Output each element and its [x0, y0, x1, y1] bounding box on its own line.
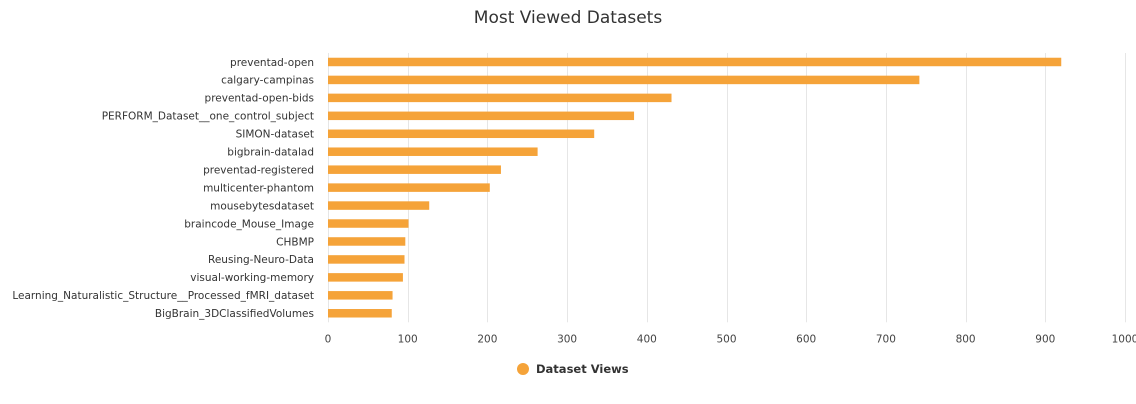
category-label-CHBMP: CHBMP — [276, 236, 314, 248]
category-label-braincode_Mouse_Image: braincode_Mouse_Image — [184, 218, 314, 230]
category-label-preventad-registered: preventad-registered — [203, 164, 314, 176]
chart-title: Most Viewed Datasets — [474, 8, 663, 28]
bar-calgary-campinas[interactable] — [328, 75, 920, 85]
category-label-calgary-campinas: calgary-campinas — [221, 75, 314, 87]
category-label-Learning_Naturalistic_Structure__Processed_fMRI_dataset: Learning_Naturalistic_Structure__Process… — [12, 290, 314, 302]
bar-SIMON-dataset[interactable] — [328, 129, 595, 139]
bar-BigBrain_3DClassifiedVolumes[interactable] — [328, 309, 392, 318]
x-tick-label-900: 900 — [1035, 333, 1055, 345]
category-label-bigbrain-datalad: bigbrain-datalad — [227, 147, 314, 159]
category-labels: preventad-open calgary-campinas preventad-… — [12, 57, 314, 320]
bar-preventad-open-bids[interactable] — [328, 93, 672, 103]
bar-preventad-registered[interactable] — [328, 165, 501, 174]
bar-Reusing-Neuro-Data[interactable] — [328, 255, 405, 264]
bar-braincode_Mouse_Image[interactable] — [328, 219, 409, 228]
bar-Learning_Naturalistic_Structure__Processed_fMRI_dataset[interactable] — [328, 291, 393, 300]
bar-mousebytesdataset[interactable] — [328, 201, 430, 210]
bar-PERFORM_Dataset__one_control_subject[interactable] — [328, 111, 635, 121]
legend[interactable]: Dataset Views — [517, 362, 629, 376]
x-tick-label-200: 200 — [477, 333, 497, 345]
bar-preventad-open[interactable] — [328, 57, 1062, 67]
x-tick-label-300: 300 — [557, 333, 577, 345]
category-label-multicenter-phantom: multicenter-phantom — [203, 182, 314, 194]
x-tick-label-500: 500 — [716, 333, 736, 345]
bar-bigbrain-datalad[interactable] — [328, 147, 538, 156]
bar-CHBMP[interactable] — [328, 237, 406, 246]
bar-visual-working-memory[interactable] — [328, 273, 403, 282]
legend-marker[interactable] — [517, 363, 529, 375]
category-label-visual-working-memory: visual-working-memory — [190, 272, 314, 284]
category-label-mousebytesdataset: mousebytesdataset — [210, 200, 314, 212]
bar-multicenter-phantom[interactable] — [328, 183, 490, 192]
x-tick-label-600: 600 — [796, 333, 816, 345]
category-label-preventad-open: preventad-open — [230, 57, 314, 69]
x-tick-label-800: 800 — [956, 333, 976, 345]
category-label-SIMON-dataset: SIMON-dataset — [236, 129, 314, 141]
x-tick-label-400: 400 — [637, 333, 657, 345]
legend-label-dataset-views[interactable]: Dataset Views — [536, 362, 629, 376]
x-tick-label-100: 100 — [398, 333, 418, 345]
category-label-PERFORM_Dataset__one_control_subject: PERFORM_Dataset__one_control_subject — [102, 111, 314, 123]
bars — [328, 57, 1062, 318]
x-tick-label-700: 700 — [876, 333, 896, 345]
x-tick-label-0: 0 — [325, 333, 332, 345]
category-label-Reusing-Neuro-Data: Reusing-Neuro-Data — [208, 254, 314, 266]
x-tick-label-1000: 1000 — [1112, 333, 1136, 345]
x-axis-ticks: 0 100 200 300 400 500 600 700 800 900 1000 — [325, 333, 1136, 345]
category-label-preventad-open-bids: preventad-open-bids — [205, 93, 314, 105]
category-label-BigBrain_3DClassifiedVolumes: BigBrain_3DClassifiedVolumes — [155, 308, 314, 320]
